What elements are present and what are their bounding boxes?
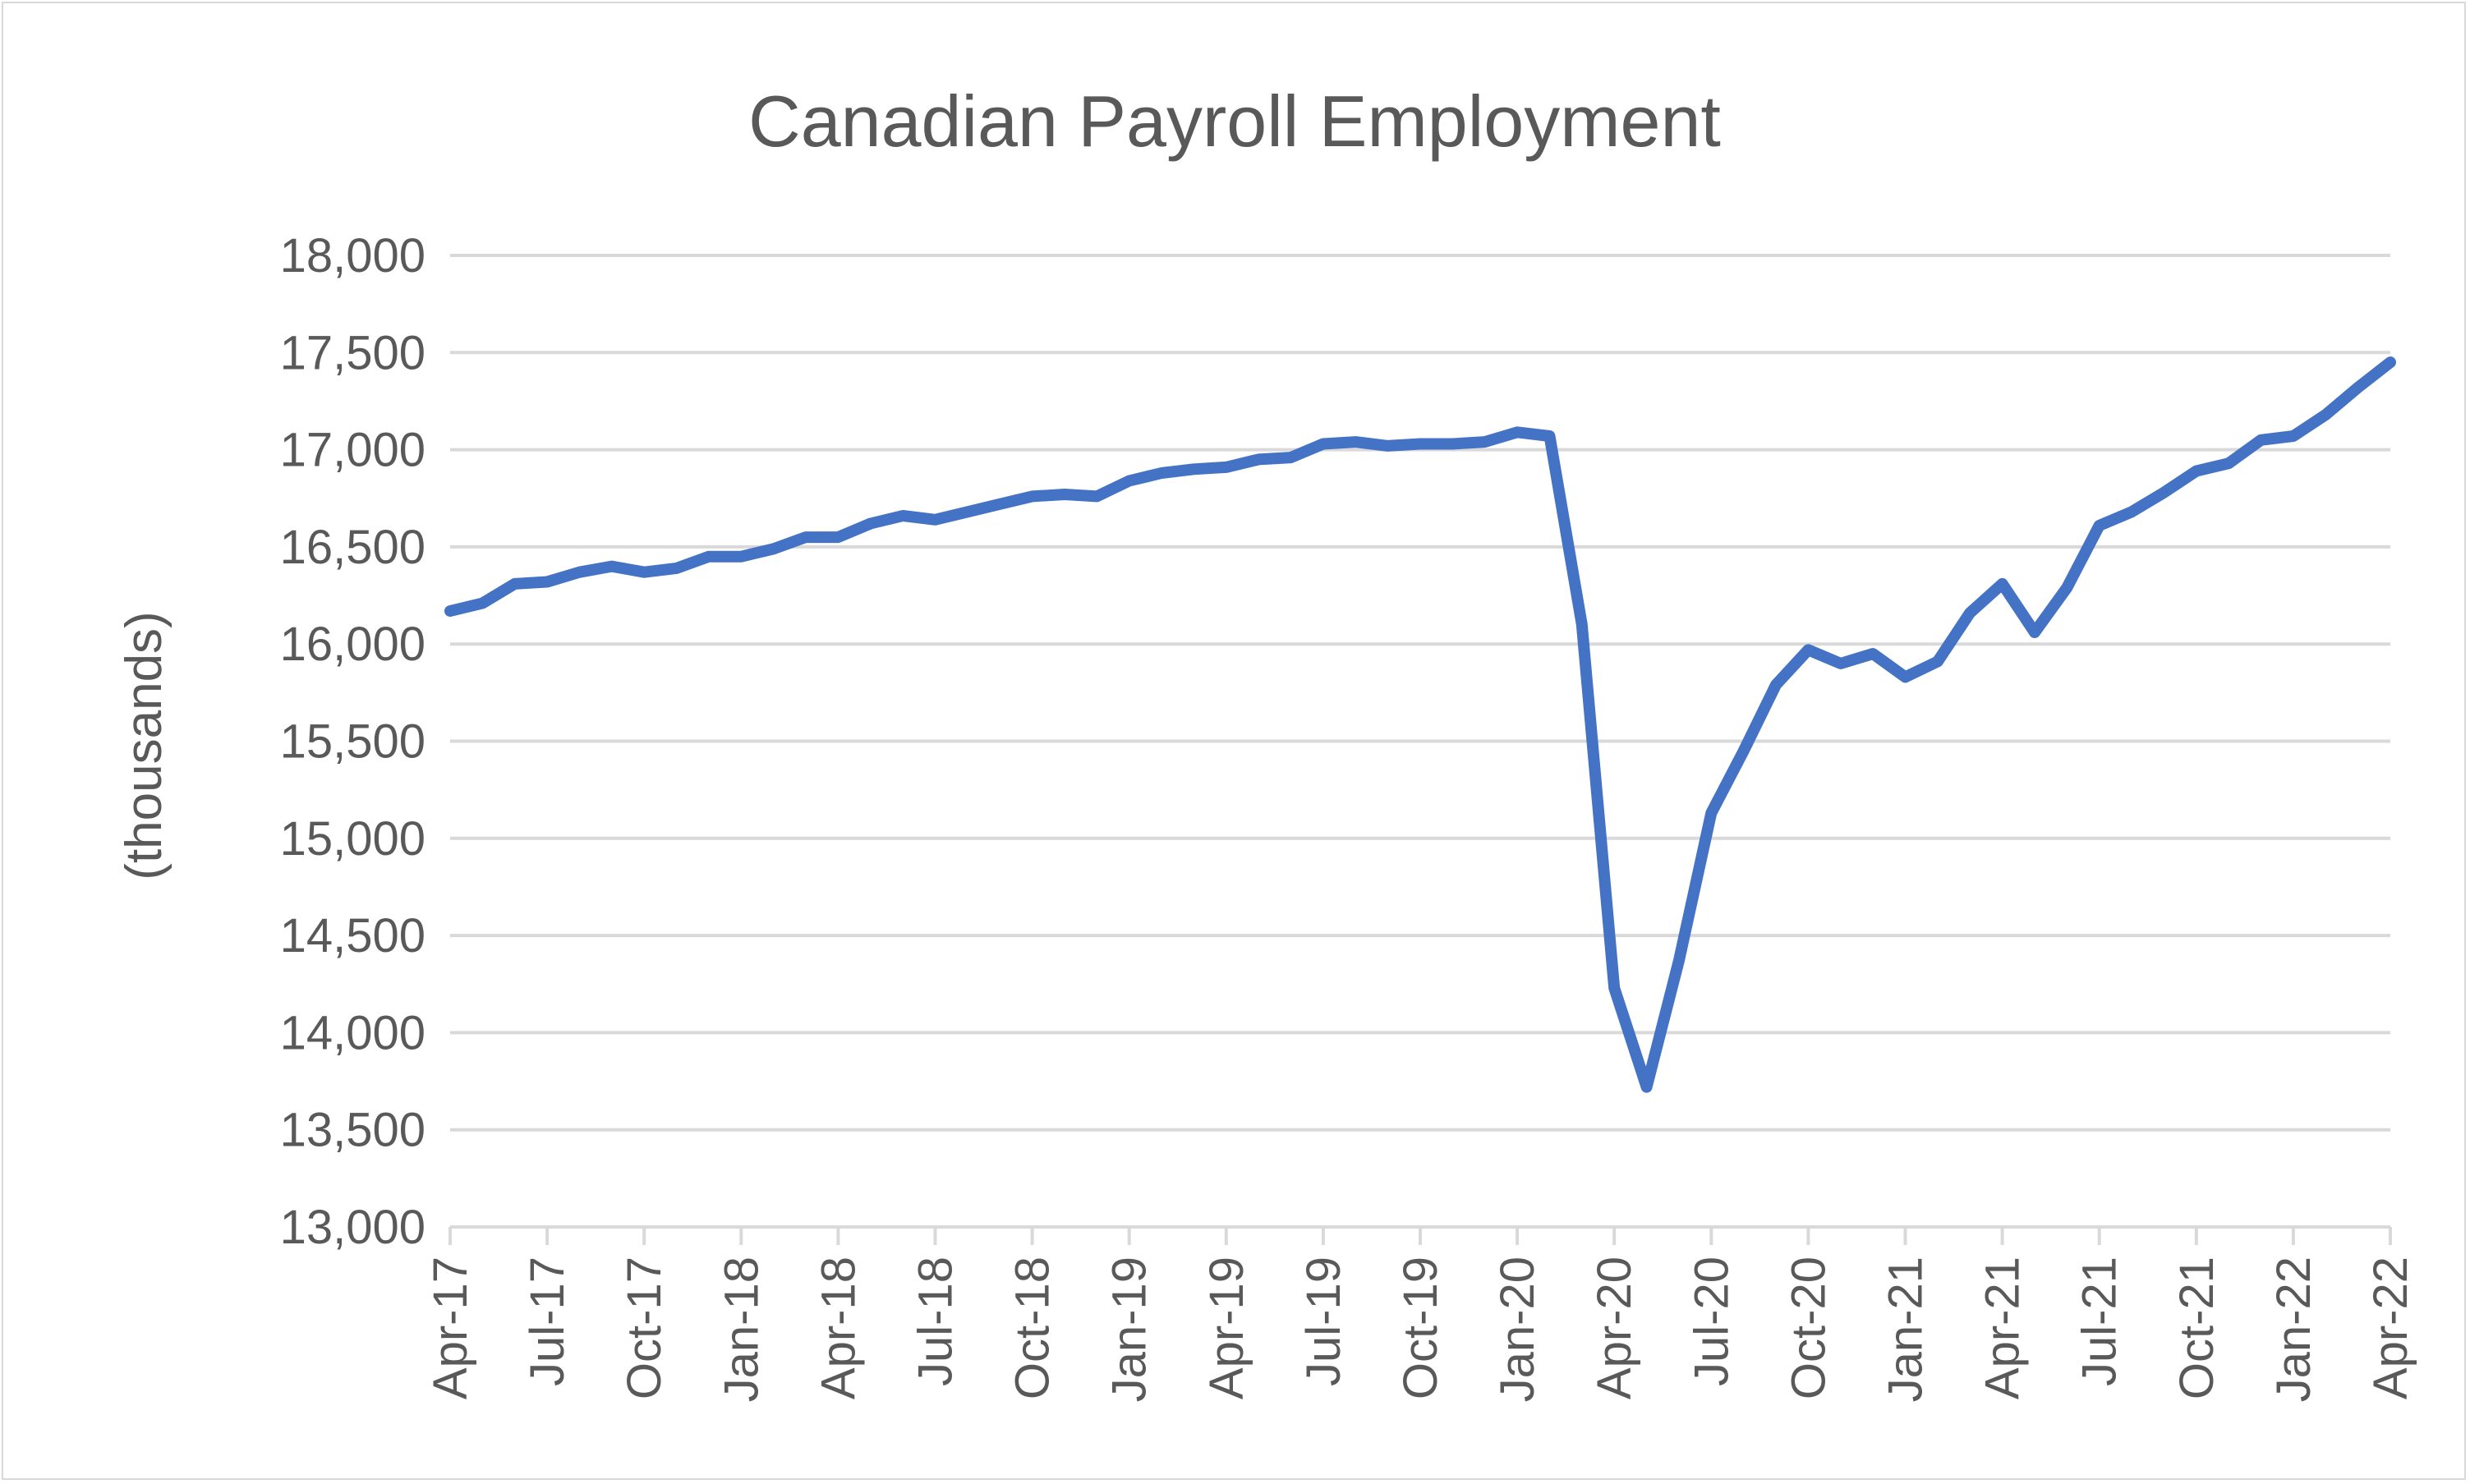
x-tick-label: Apr-17 bbox=[424, 1257, 477, 1399]
y-tick-label: 13,000 bbox=[280, 1201, 425, 1254]
series-layer bbox=[444, 356, 2396, 1093]
x-tick-label: Jul-20 bbox=[1685, 1257, 1738, 1386]
x-tick-label: Jan-22 bbox=[2267, 1257, 2321, 1402]
x-tick-label: Apr-18 bbox=[812, 1257, 865, 1399]
x-axis-ticks: Apr-17 Jul-17 Oct-17 Jan-18 Apr-18 Jul-18 Oct-… bbox=[424, 1227, 2417, 1402]
x-tick-label: Oct-18 bbox=[1006, 1257, 1060, 1399]
gridlines bbox=[450, 254, 2390, 1132]
x-tick-label: Jul-21 bbox=[2073, 1257, 2127, 1386]
x-tick-label: Apr-19 bbox=[1200, 1257, 1253, 1399]
y-tick-label: 15,000 bbox=[280, 812, 425, 866]
x-tick-label: Oct-17 bbox=[618, 1257, 671, 1399]
y-tick-label: 13,500 bbox=[280, 1104, 425, 1157]
series-line bbox=[444, 356, 2396, 1093]
x-tick-label: Jan-21 bbox=[1879, 1257, 1933, 1402]
y-tick-label: 16,000 bbox=[280, 618, 425, 671]
x-tick-label: Apr-22 bbox=[2364, 1257, 2417, 1399]
x-tick-label: Jul-18 bbox=[909, 1257, 963, 1386]
x-tick-label: Oct-21 bbox=[2170, 1257, 2224, 1399]
y-axis-ticks: 13,000 13,500 14,000 14,500 15,000 15,500 16,0… bbox=[280, 229, 425, 1254]
x-tick-label: Oct-20 bbox=[1782, 1257, 1835, 1399]
y-tick-label: 17,000 bbox=[280, 424, 425, 477]
x-tick-label: Jan-18 bbox=[715, 1257, 768, 1402]
y-tick-label: 18,000 bbox=[280, 229, 425, 283]
x-tick-label: Apr-20 bbox=[1588, 1257, 1641, 1399]
x-tick-label: Jan-20 bbox=[1491, 1257, 1544, 1402]
y-tick-label: 16,500 bbox=[280, 521, 425, 574]
x-tick-label: Jul-17 bbox=[521, 1257, 574, 1386]
chart-title: Canadian Payroll Employment bbox=[748, 80, 1721, 162]
y-tick-label: 14,000 bbox=[280, 1006, 425, 1059]
x-tick-label: Jan-19 bbox=[1103, 1257, 1157, 1402]
x-tick-label: Apr-21 bbox=[1976, 1257, 2030, 1399]
y-axis-title: (thousands) bbox=[116, 611, 172, 880]
y-tick-label: 17,500 bbox=[280, 326, 425, 379]
x-tick-label: Oct-19 bbox=[1394, 1257, 1447, 1399]
y-tick-label: 15,500 bbox=[280, 715, 425, 769]
y-tick-label: 14,500 bbox=[280, 909, 425, 963]
x-tick-label: Jul-19 bbox=[1297, 1257, 1350, 1386]
